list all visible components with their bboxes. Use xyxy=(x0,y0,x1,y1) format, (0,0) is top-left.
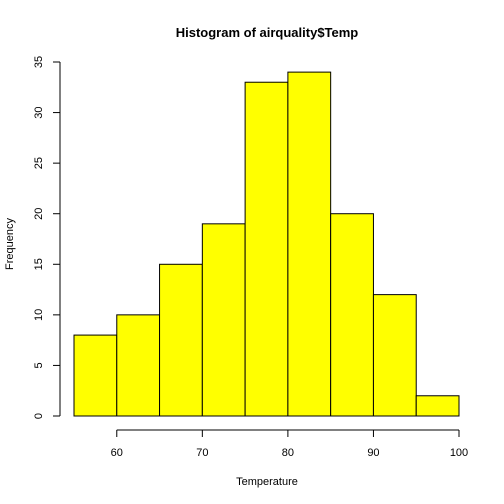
y-axis-label: Frequency xyxy=(4,218,16,270)
y-tick-label: 15 xyxy=(33,258,45,270)
histogram-bar xyxy=(159,263,203,417)
y-tick-label: 35 xyxy=(33,56,45,68)
histogram-bar xyxy=(287,71,332,417)
histogram-bar xyxy=(201,223,246,417)
x-tick-label: 90 xyxy=(367,447,379,459)
histogram-bar xyxy=(244,81,289,417)
histogram-bar xyxy=(73,334,118,417)
histogram-bar xyxy=(330,213,374,417)
y-tick-label: 20 xyxy=(33,208,45,220)
y-tick-label: 25 xyxy=(33,157,45,169)
y-tick-label: 10 xyxy=(33,309,45,321)
x-axis: 60 70 80 90 100 xyxy=(111,429,468,459)
histogram-bar xyxy=(116,314,161,417)
x-tick-label: 80 xyxy=(282,447,294,459)
y-tick-label: 30 xyxy=(33,106,45,118)
y-tick-label: 5 xyxy=(33,362,45,368)
histogram-bar xyxy=(415,395,460,417)
histogram-bar xyxy=(372,294,417,417)
chart-title: Histogram of airquality$Temp xyxy=(176,25,359,40)
bars-group xyxy=(73,71,460,417)
x-tick-label: 70 xyxy=(196,447,208,459)
x-tick-label: 60 xyxy=(111,447,123,459)
y-axis: 0 5 10 15 20 25 30 35 xyxy=(33,56,61,419)
x-tick-label: 100 xyxy=(450,447,468,459)
x-axis-label: Temperature xyxy=(236,476,298,488)
y-tick-label: 0 xyxy=(33,413,45,419)
